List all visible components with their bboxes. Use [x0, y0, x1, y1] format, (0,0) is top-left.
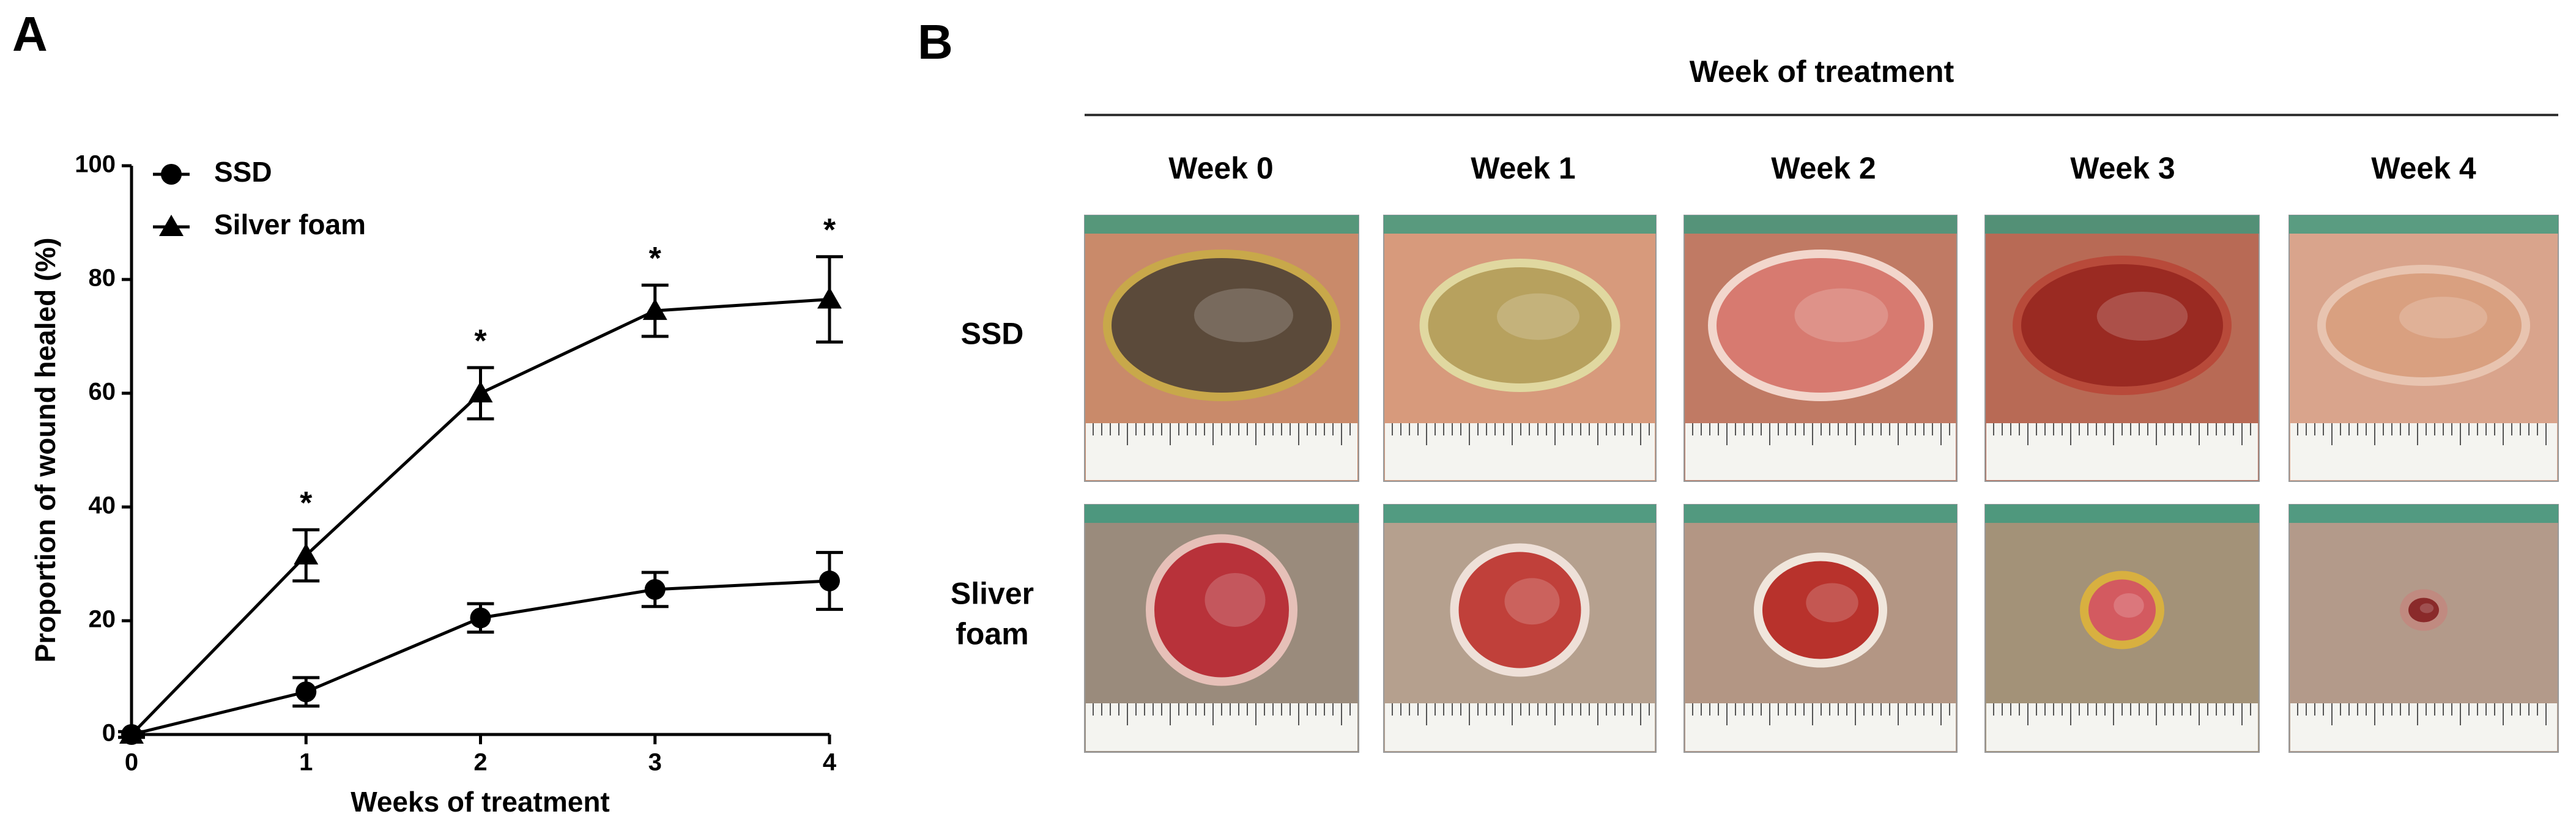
legend-marker — [159, 215, 184, 236]
significance-marker: * — [823, 213, 836, 248]
wound-detail — [1806, 583, 1858, 623]
wound-detail — [1204, 573, 1266, 627]
marker — [644, 579, 666, 600]
photo — [1683, 504, 1958, 753]
ruler — [2290, 423, 2557, 480]
column-header: Week 4 — [2371, 151, 2476, 185]
wound-detail — [1194, 288, 1293, 342]
y-tick-label: 20 — [89, 606, 116, 633]
ruler — [2290, 703, 2557, 751]
drape — [1985, 505, 2259, 523]
marker — [819, 570, 840, 591]
x-tick-label: 2 — [473, 749, 487, 776]
drape — [2289, 505, 2558, 523]
row-label: foam — [956, 617, 1028, 651]
x-tick-label: 1 — [299, 749, 313, 776]
wound-detail — [2114, 593, 2144, 618]
photo — [1383, 215, 1657, 482]
series-line — [130, 298, 830, 736]
marker — [294, 543, 319, 565]
x-tick-label: 4 — [823, 749, 837, 776]
photo — [2288, 215, 2559, 482]
marker — [295, 681, 317, 703]
x-axis-title: Weeks of treatment — [351, 786, 610, 818]
drape — [1985, 215, 2259, 234]
wound-detail — [1794, 288, 1888, 342]
wound — [1762, 561, 1879, 659]
drape — [2289, 215, 2558, 234]
significance-marker: * — [474, 324, 487, 359]
x-tick-label: 0 — [125, 749, 138, 776]
y-axis-title: Proportion of wound healed (%) — [29, 237, 61, 662]
photo — [1084, 215, 1359, 482]
wound-detail — [1497, 293, 1579, 340]
wound — [1428, 267, 1612, 383]
marker — [470, 607, 491, 629]
legend-marker — [161, 164, 182, 185]
wound — [1154, 542, 1289, 678]
drape — [1085, 215, 1359, 234]
legend-label: SSD — [214, 156, 272, 188]
y-tick-label: 0 — [102, 720, 116, 747]
marker — [817, 287, 842, 309]
wound-detail — [2096, 292, 2188, 341]
wound — [2088, 579, 2156, 641]
drape — [1085, 505, 1359, 523]
photo — [2288, 504, 2559, 753]
photo — [1984, 504, 2260, 753]
panel-label: B — [918, 15, 953, 69]
column-header: Week 3 — [2070, 151, 2175, 185]
significance-marker: * — [300, 486, 313, 521]
wound — [1112, 258, 1332, 393]
wound-detail — [2419, 603, 2434, 613]
wound — [2326, 273, 2522, 377]
row-label: SSD — [961, 317, 1024, 351]
row-label: Sliver — [951, 577, 1034, 611]
x-tick-label: 3 — [648, 749, 662, 776]
ruler — [1385, 423, 1655, 480]
wound — [1458, 552, 1581, 668]
photo — [1084, 504, 1359, 753]
photo — [1683, 215, 1958, 482]
column-header: Week 1 — [1471, 151, 1575, 185]
y-tick-label: 80 — [89, 265, 116, 292]
wound — [2408, 597, 2439, 623]
marker — [119, 722, 144, 744]
significance-marker: * — [649, 241, 662, 276]
column-header: Week 2 — [1771, 151, 1876, 185]
y-tick-label: 100 — [75, 151, 116, 178]
photo-panel-title: Week of treatment — [1690, 54, 1954, 89]
photo — [1383, 504, 1657, 753]
wound-detail — [1504, 578, 1560, 625]
column-header: Week 0 — [1168, 151, 1273, 185]
drape — [1684, 215, 1957, 234]
y-tick-label: 40 — [89, 492, 116, 519]
photo — [1984, 215, 2260, 482]
legend-label: Silver foam — [214, 209, 366, 240]
wound — [1717, 258, 1925, 393]
wound — [2021, 264, 2223, 387]
drape — [1384, 215, 1656, 234]
ruler — [1385, 703, 1655, 751]
wound-detail — [2399, 297, 2487, 339]
marker — [642, 298, 667, 320]
y-tick-label: 60 — [89, 379, 116, 405]
drape — [1684, 505, 1957, 523]
panel-label: A — [12, 7, 48, 61]
drape — [1384, 505, 1656, 523]
marker — [468, 381, 493, 402]
